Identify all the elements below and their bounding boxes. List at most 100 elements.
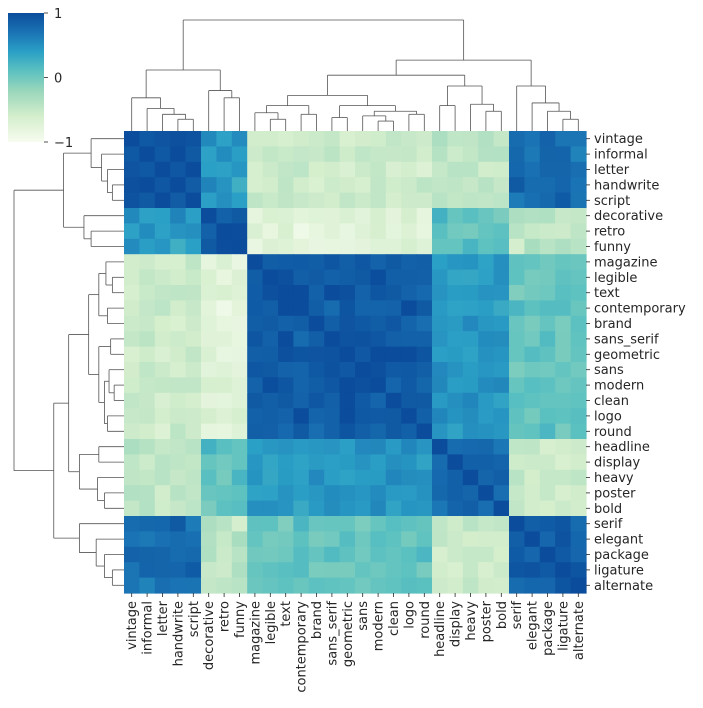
- heatmap-cell-display-geometric: [339, 454, 356, 471]
- heatmap-cell-package-text: [278, 546, 294, 563]
- heatmap-cell-retro-bold: [493, 223, 510, 240]
- heatmap-cell-bold-sans: [355, 500, 371, 517]
- heatmap-cell-handwrite-informal: [139, 177, 156, 194]
- row-label-clean: clean: [594, 394, 629, 409]
- heatmap-cell-clean-sans: [355, 392, 371, 409]
- heatmap-cell-retro-handwrite: [170, 223, 187, 240]
- heatmap-cell-geometric-decorative: [201, 346, 217, 363]
- heatmap-cell-informal-logo: [401, 146, 418, 163]
- heatmap-cell-retro-package: [539, 223, 556, 240]
- heatmap-cell-poster-alternate: [570, 485, 587, 502]
- heatmap-cell-sans_serif-modern: [370, 331, 387, 348]
- heatmap-cell-heavy-ligature: [555, 469, 572, 486]
- heatmap-cell-modern-brand: [308, 377, 325, 394]
- heatmap-cell-magazine-clean: [385, 254, 402, 271]
- heatmap-cell-headline-retro: [216, 439, 233, 455]
- heatmap-cell-headline-alternate: [570, 439, 587, 455]
- heatmap-cell-package-ligature: [555, 546, 572, 563]
- heatmap-cell-retro-sans_serif: [324, 223, 341, 240]
- heatmap-cell-alternate-decorative: [201, 577, 217, 594]
- row-label-round: round: [594, 425, 632, 440]
- heatmap-cell-funny-headline: [432, 238, 448, 255]
- heatmap-cell-ligature-ligature: [555, 562, 572, 579]
- heatmap-cell-retro-funny: [231, 223, 248, 240]
- heatmap-cell-legible-headline: [432, 269, 448, 286]
- heatmap-cell-poster-round: [416, 485, 433, 502]
- heatmap-cell-serif-round: [416, 516, 433, 532]
- heatmap-cells: [124, 131, 587, 594]
- heatmap-cell-text-logo: [401, 285, 418, 301]
- heatmap-cell-handwrite-sans: [355, 177, 371, 194]
- heatmap-cell-decorative-headline: [432, 208, 448, 224]
- heatmap-cell-retro-legible: [262, 223, 279, 240]
- heatmap-cell-elegant-geometric: [339, 531, 356, 548]
- heatmap-cell-text-alternate: [570, 285, 587, 301]
- heatmap-cell-text-handwrite: [170, 285, 187, 301]
- heatmap-cell-script-heavy: [462, 192, 479, 209]
- heatmap-cell-logo-heavy: [462, 408, 479, 425]
- heatmap-cell-text-modern: [370, 285, 387, 301]
- heatmap-cell-legible-clean: [385, 269, 402, 286]
- heatmap-cell-sans-package: [539, 362, 556, 378]
- heatmap-cell-contemporary-clean: [385, 300, 402, 317]
- row-label-contemporary: contemporary: [594, 302, 686, 317]
- heatmap-cell-decorative-ligature: [555, 208, 572, 224]
- heatmap-cell-brand-package: [539, 315, 556, 332]
- heatmap-cell-letter-brand: [308, 161, 325, 178]
- heatmap-cell-legible-legible: [262, 269, 279, 286]
- heatmap-cell-round-letter: [154, 423, 171, 440]
- heatmap-cell-ligature-elegant: [524, 562, 541, 579]
- heatmap-cell-logo-headline: [432, 408, 448, 425]
- heatmap-cell-vintage-headline: [432, 131, 448, 147]
- heatmap-cell-legible-sans_serif: [324, 269, 341, 286]
- heatmap-cell-round-round: [416, 423, 433, 440]
- heatmap-cell-informal-letter: [154, 146, 171, 163]
- heatmap-cell-funny-handwrite: [170, 238, 187, 255]
- heatmap-cell-round-display: [447, 423, 464, 440]
- heatmap-cell-geometric-heavy: [462, 346, 479, 363]
- heatmap-cell-retro-elegant: [524, 223, 541, 240]
- heatmap-cell-vintage-text: [278, 131, 294, 147]
- heatmap-cell-sans-ligature: [555, 362, 572, 378]
- heatmap-cell-vintage-logo: [401, 131, 418, 147]
- heatmap-cell-retro-script: [185, 223, 202, 240]
- heatmap-cell-text-retro: [216, 285, 233, 301]
- heatmap-cell-magazine-text: [278, 254, 294, 271]
- heatmap-cell-text-contemporary: [293, 285, 310, 301]
- heatmap-cell-letter-script: [185, 161, 202, 178]
- heatmap-cell-elegant-ligature: [555, 531, 572, 548]
- heatmap-cell-informal-vintage: [124, 146, 140, 163]
- heatmap-cell-sans-sans: [355, 362, 371, 378]
- heatmap-cell-alternate-modern: [370, 577, 387, 594]
- heatmap-cell-text-sans: [355, 285, 371, 301]
- heatmap-cell-handwrite-brand: [308, 177, 325, 194]
- heatmap-cell-ligature-poster: [478, 562, 495, 579]
- row-label-brand: brand: [594, 317, 632, 332]
- row-label-alternate: alternate: [594, 579, 653, 594]
- heatmap-cell-serif-bold: [493, 516, 510, 532]
- heatmap-cell-logo-package: [539, 408, 556, 425]
- heatmap-cell-legible-handwrite: [170, 269, 187, 286]
- heatmap-cell-decorative-text: [278, 208, 294, 224]
- heatmap-cell-heavy-clean: [385, 469, 402, 486]
- heatmap-cell-script-bold: [493, 192, 510, 209]
- heatmap-cell-handwrite-letter: [154, 177, 171, 194]
- heatmap-cell-ligature-sans_serif: [324, 562, 341, 579]
- heatmap-cell-legible-heavy: [462, 269, 479, 286]
- heatmap-cell-heavy-display: [447, 469, 464, 486]
- heatmap-cell-vintage-vintage: [124, 131, 140, 147]
- heatmap-cell-text-sans_serif: [324, 285, 341, 301]
- heatmap-cell-ligature-geometric: [339, 562, 356, 579]
- heatmap-cell-vintage-script: [185, 131, 202, 147]
- heatmap-cell-ligature-bold: [493, 562, 510, 579]
- heatmap-cell-sans-poster: [478, 362, 495, 378]
- heatmap-cell-elegant-round: [416, 531, 433, 548]
- heatmap-cell-script-retro: [216, 192, 233, 209]
- column-tick-labels: vintage informal letter handwrite script deco…: [125, 593, 587, 693]
- heatmap-cell-poster-magazine: [247, 485, 264, 502]
- heatmap-cell-display-bold: [493, 454, 510, 471]
- heatmap-cell-ligature-package: [539, 562, 556, 579]
- heatmap-cell-vintage-elegant: [524, 131, 541, 147]
- heatmap-cell-serif-informal: [139, 516, 156, 532]
- heatmap-cell-sans-vintage: [124, 362, 140, 378]
